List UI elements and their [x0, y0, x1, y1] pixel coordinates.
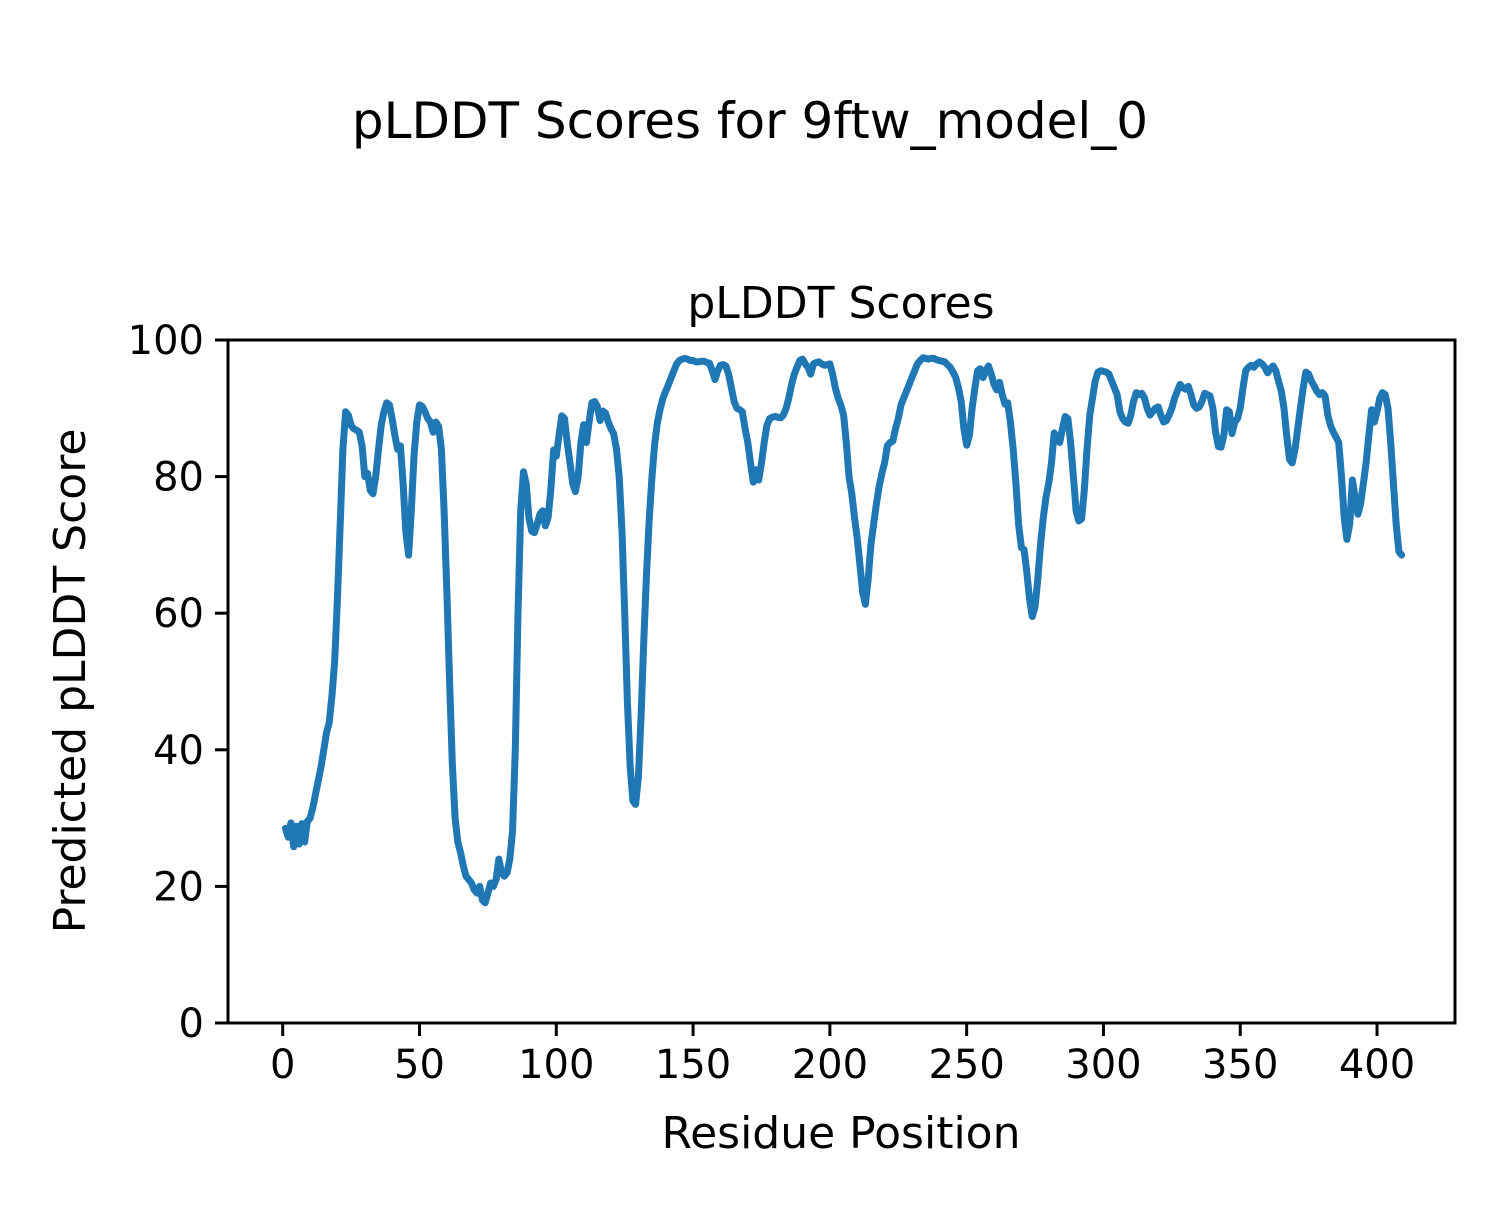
y-tick-label: 20	[153, 864, 204, 910]
x-tick-label: 100	[518, 1042, 594, 1088]
x-tick-label: 200	[792, 1042, 868, 1088]
x-tick-label: 0	[270, 1042, 295, 1088]
y-tick-label: 0	[179, 1001, 204, 1047]
x-tick-label: 250	[928, 1042, 1004, 1088]
axes-title: pLDDT Scores	[687, 278, 994, 329]
x-axis-label: Residue Position	[661, 1108, 1020, 1159]
figure-title: pLDDT Scores for 9ftw_model_0	[352, 92, 1148, 150]
x-tick-label: 350	[1202, 1042, 1278, 1088]
y-tick-label: 60	[153, 591, 204, 637]
axis-ticks: 0 50 100 150 200 250 300 350 400 0 20 40 60 80 100	[128, 318, 1416, 1088]
y-tick-label: 100	[128, 318, 204, 364]
plot-border	[226, 338, 1457, 1025]
plddt-line-series	[282, 354, 1406, 907]
x-tick-label: 150	[655, 1042, 731, 1088]
y-tick-label: 40	[153, 728, 204, 774]
x-tick-label: 50	[394, 1042, 445, 1088]
y-axis-label: Predicted pLDDT Score	[45, 429, 96, 934]
y-tick-label: 80	[153, 455, 204, 501]
x-tick-label: 400	[1339, 1042, 1415, 1088]
x-tick-label: 300	[1065, 1042, 1141, 1088]
